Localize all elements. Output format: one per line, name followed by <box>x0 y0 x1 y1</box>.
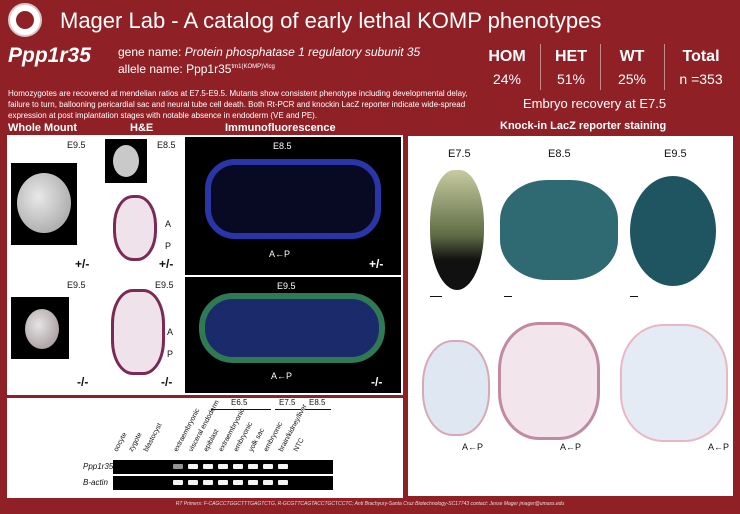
stat-het-value: 51% <box>556 71 586 87</box>
footer-credits: RT Primers: F-CAGCCTGGCTTTGAGTCTG, R-GCG… <box>175 501 565 507</box>
stage-label: E8.5 <box>157 140 176 150</box>
recovery-caption: Embryo recovery at E7.5 <box>523 96 667 111</box>
stage-group: E6.5 <box>231 398 248 407</box>
genotype-label: -/- <box>161 375 173 389</box>
allele-superscript: tm1(KOMP)Vlcg <box>231 64 275 70</box>
he-het-section <box>113 195 157 261</box>
gel-b-actin <box>113 476 333 490</box>
stat-hom-value: 24% <box>492 71 522 87</box>
lacz-stage: E9.5 <box>664 148 687 160</box>
stat-total-label: Total <box>682 48 720 65</box>
he-hom-section <box>111 289 165 375</box>
stage-label: E9.5 <box>67 140 86 150</box>
if-het-image <box>205 159 381 239</box>
lacz-stage: E7.5 <box>448 148 471 160</box>
genotype-label: +/- <box>159 257 174 271</box>
phenotype-summary: Homozygotes are recovered at mendelian r… <box>8 89 468 120</box>
axis-p: P <box>165 241 172 251</box>
whole-mount-het-image <box>11 163 77 245</box>
image-grid: E9.5 +/- E9.5 -/- E8.5 A P +/- E9.5 A P … <box>7 135 403 395</box>
axis-label: A←P <box>708 442 730 452</box>
scale-bar <box>430 296 442 297</box>
gel-ppp1r35 <box>113 460 333 474</box>
gene-info: gene name: Protein phosphatase 1 regulat… <box>118 45 420 77</box>
lacz-e75-embryo <box>430 170 484 290</box>
axis-p: P <box>167 349 174 359</box>
axis-label: A←P <box>462 442 484 452</box>
group-bracket <box>305 409 331 410</box>
stat-wt-label: WT <box>619 48 645 65</box>
stat-wt: WT 25% <box>604 48 660 87</box>
gene-name: Protein phosphatase 1 regulatory subunit… <box>184 45 421 59</box>
lacz-panel: E7.5 E8.5 E9.5 A←P A←P A←P <box>408 136 733 496</box>
genotype-label: -/- <box>371 375 383 389</box>
stage-group: E8.5 <box>309 398 326 407</box>
axis-label: A←P <box>269 249 291 259</box>
stage-label: E9.5 <box>277 281 296 291</box>
allele-label: allele name: <box>118 62 183 76</box>
lacz-stage: E8.5 <box>548 148 571 160</box>
lacz-e95-section <box>620 324 728 442</box>
stat-het: HET 51% <box>546 48 596 87</box>
stat-total: Total n =353 <box>668 48 734 87</box>
whole-mount-het-panel: E9.5 +/- <box>9 137 101 275</box>
lane-label: blastocyst <box>142 422 164 453</box>
section-lacz: Knock-in LacZ reporter staining <box>500 120 667 132</box>
lacz-e95-embryo <box>630 176 716 286</box>
axis-a: A <box>167 327 174 337</box>
section-whole-mount: Whole Mount <box>8 122 78 134</box>
scale-bar <box>504 296 512 297</box>
he-het-overview <box>105 139 147 183</box>
lacz-e85-embryo <box>500 180 618 280</box>
poster-title: Mager Lab - A catalog of early lethal KO… <box>60 8 602 33</box>
divider <box>664 44 665 90</box>
genotype-label: +/- <box>369 257 384 271</box>
scale-bar <box>630 296 638 297</box>
if-hom-panel: E9.5 A←P -/- <box>185 277 401 393</box>
stat-wt-value: 25% <box>617 71 647 87</box>
lane-label: NTC <box>292 437 306 453</box>
stat-hom: HOM 24% <box>482 48 532 87</box>
stage-label: E8.5 <box>273 141 292 151</box>
group-bracket <box>211 409 271 410</box>
stage-label: E9.5 <box>67 280 86 290</box>
he-het-panel: E8.5 A P +/- <box>103 137 183 275</box>
section-he: H&E <box>130 122 154 134</box>
whole-mount-hom-image <box>11 297 69 359</box>
stat-het-label: HET <box>555 48 587 65</box>
divider <box>600 44 601 90</box>
gel-row-label: B-actin <box>83 478 108 487</box>
lane-label: oocyte <box>112 431 129 453</box>
stat-total-value: n =353 <box>679 71 723 87</box>
stat-hom-label: HOM <box>488 48 526 65</box>
axis-label: A←P <box>560 442 582 452</box>
genotype-label: +/- <box>75 257 90 271</box>
lacz-e75-section <box>422 340 490 436</box>
lane-label: brain/kidney/liver <box>277 403 309 453</box>
if-het-panel: E8.5 A←P +/- <box>185 137 401 275</box>
gene-symbol: Ppp1r35 <box>8 44 91 67</box>
lacz-e85-section <box>498 322 600 440</box>
lane-label: zygote <box>127 431 144 453</box>
genotype-label: -/- <box>77 375 89 389</box>
group-bracket <box>275 409 301 410</box>
whole-mount-hom-panel: E9.5 -/- <box>9 277 101 393</box>
axis-a: A <box>165 219 172 229</box>
he-hom-panel: E9.5 A P -/- <box>103 277 183 393</box>
gel-row-label: Ppp1r35 <box>83 462 114 471</box>
if-hom-image <box>199 293 385 363</box>
stage-group: E7.5 <box>279 398 296 407</box>
axis-label: A←P <box>271 371 293 381</box>
section-if: Immunofluorescence <box>225 122 336 134</box>
divider <box>540 44 541 90</box>
rtpcr-gel-panel: E6.5 E7.5 E8.5 oocyte zygote blastocyst … <box>7 398 403 498</box>
gene-name-label: gene name: <box>118 45 182 59</box>
university-seal-logo <box>8 3 42 37</box>
stage-label: E9.5 <box>155 280 174 290</box>
allele-name: Ppp1r35 <box>186 62 232 76</box>
